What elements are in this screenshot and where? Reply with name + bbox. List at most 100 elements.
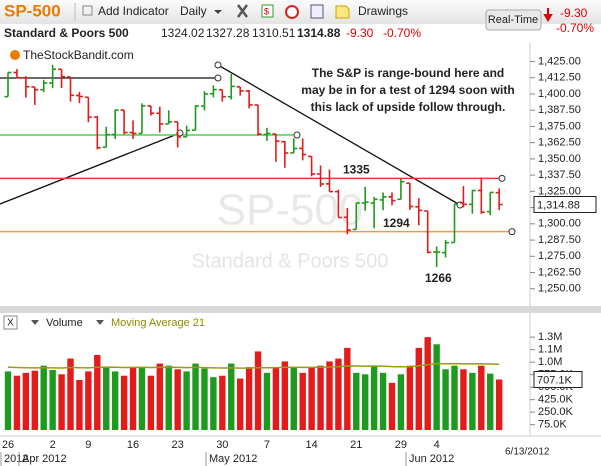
volume-bar [4,371,12,430]
drawings[interactable]: Drawings [358,4,408,18]
x-tick-label: 21 [350,439,362,451]
volume-bar [460,369,467,430]
last-price-box [533,196,597,214]
volume-bar [120,375,128,430]
alarm-icon[interactable] [285,5,299,19]
grid-icon[interactable] [310,4,324,19]
x-tick-label: 14 [305,439,317,451]
handle [508,228,516,236]
volume-bar [13,375,21,430]
volume-bar [183,371,190,430]
handle [498,174,506,182]
close-glyph[interactable]: X [7,318,14,329]
volume-bar [290,367,297,430]
last-volume-label: 707.1K [537,374,573,386]
y-tick-label: 1,400.00 [538,88,581,100]
interval[interactable]: Daily [180,4,207,18]
y-tick-label: 1,362.50 [538,137,581,149]
dropdown-arrow[interactable] [31,320,39,325]
realtime-button[interactable] [485,9,542,31]
volume-bar [424,337,431,430]
volume-bar [397,374,405,430]
chart-icon[interactable] [261,4,274,18]
x-tick-label: 7 [264,439,270,451]
month-label: Jun 2012 [409,453,454,465]
handle[interactable] [293,131,301,139]
handle[interactable] [214,61,222,69]
volume-bar [406,365,414,430]
add-indicator[interactable]: Add Indicator [98,4,169,18]
annotation: may be in for a test of 1294 soon with [301,83,514,97]
month-label: Apr 2012 [22,453,67,465]
close-panel[interactable] [3,315,18,330]
volume-bar [451,365,458,430]
volume-bar [138,367,146,430]
volume-bar [487,373,494,430]
down-arrow [543,8,553,22]
volume-bar [272,367,280,430]
low-label: 1266 [425,271,452,285]
y-tick-label: 1.3M [538,331,562,343]
volume-bar [67,358,74,430]
volume-bar [469,372,476,430]
trendline [217,64,461,206]
change-pct: -0.70% [556,21,594,35]
volume-title: Volume [46,317,83,329]
close-value: 1314.88 [297,26,341,40]
volume-bar [388,382,396,430]
y-tick-label: 1,262.50 [538,266,581,278]
volume-bar [58,374,65,430]
volume-bar [111,371,119,430]
y-tick-label: 1,337.50 [538,169,581,181]
volume-bar [22,372,30,430]
panel-separator [0,306,601,313]
chart-icon-glyph[interactable]: $ [264,6,269,16]
volume-bar [201,368,208,430]
y-tick-label: 1,412.50 [538,72,581,84]
volume-bar [317,365,324,430]
add-icon[interactable] [82,5,93,16]
y-tick-label: 1,387.50 [538,104,581,116]
symbol[interactable]: SP-500 [4,1,61,20]
level-label: 1335 [343,163,370,177]
annotation: this lack of upside follow through. [311,100,506,114]
volume-bar [245,367,253,430]
volume-bar [85,371,92,430]
volume-bar [165,365,172,430]
tools-icon[interactable] [237,4,248,18]
realtime-label[interactable]: Real-Time [488,14,538,26]
volume-bar [129,367,137,430]
open-value: 1324.02 [161,26,205,40]
volume-bar [442,369,449,430]
y-tick-label: 1.0M [538,356,562,368]
x-tick-label: 26 [2,439,14,451]
dropdown-arrow[interactable] [214,10,222,14]
volume-bar [254,351,262,430]
x-tick-label: 4 [434,439,440,451]
y-tick-label: 75.0K [538,419,567,431]
x-tick-label: 16 [127,439,139,451]
volume-bar [49,370,56,430]
notes-icon[interactable] [335,5,350,19]
watermark-symbol: SP-500 [217,186,364,235]
volume-bar [40,365,47,430]
y-tick-label: 1.1M [538,344,562,356]
volume-bar [379,372,387,430]
x-tick-label: 30 [216,439,228,451]
x-tick-label: 29 [395,439,407,451]
volume-bar [308,367,315,430]
trendline [0,132,181,205]
volume-bar [335,358,342,430]
ma-line [7,362,500,369]
volume-bar [281,361,289,430]
volume-bar [299,372,306,430]
handle[interactable] [214,74,222,82]
volume-bar [219,375,226,430]
dropdown-arrow[interactable] [96,320,104,325]
volume-bar [228,363,235,430]
change: -9.30 [560,6,588,20]
source: TheStockBandit.com [23,48,134,62]
change-pct-value: -0.70% [383,26,421,40]
